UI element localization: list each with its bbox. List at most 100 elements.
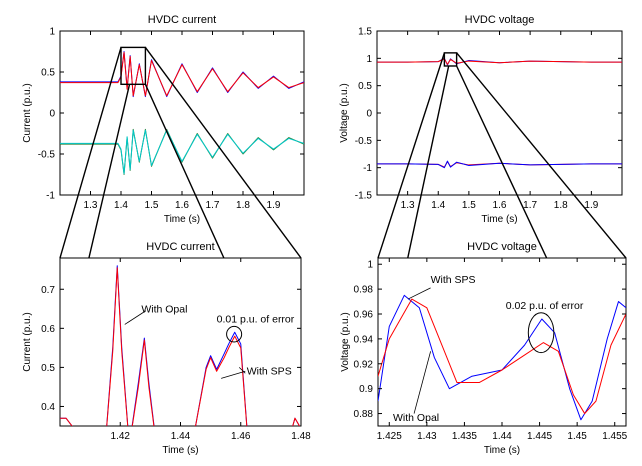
chart-hvdc-voltage-overview: 1.3 1.4 1.5 1.6 1.7 1.8 1.9 -1.5 -1 -0.5 0 0.5 1 1.5 H… [339, 14, 623, 225]
y-tick-label: 0.5 [41, 363, 55, 374]
x-axis-label: Time (s) [164, 214, 200, 225]
y-tick-label: 0.4 [41, 402, 55, 413]
plot-area [59, 257, 302, 427]
y-tick-label: -1.5 [355, 191, 373, 202]
chart-hvdc-current-zoom: 1.42 1.44 1.46 1.48 0.4 0.5 0.6 0.7 HVDC current… [22, 241, 311, 456]
zoom-connector-line [88, 84, 131, 259]
zoom-connector-line [59, 47, 122, 259]
series-line-3 [60, 129, 304, 175]
x-tick-label: 1.43 [417, 431, 437, 442]
chart-title: HVDC current [146, 241, 214, 253]
x-tick-label: 1.9 [267, 200, 281, 211]
x-tick-label: 1.6 [175, 200, 189, 211]
chart-title: HVDC current [148, 14, 216, 26]
y-tick-label: 0.96 [354, 310, 374, 321]
series-group [378, 294, 626, 421]
zoom-connector-line [407, 65, 450, 259]
y-tick-label: 0.5 [41, 68, 55, 79]
x-tick-label: 1.48 [291, 431, 311, 442]
y-axis-label: Current (p.u.) [22, 83, 33, 142]
y-tick-label: 0.98 [354, 285, 374, 296]
zoom-box [120, 46, 147, 86]
y-tick-label: 0.5 [358, 81, 372, 92]
x-tick-label: 1.3 [401, 200, 415, 211]
chart-title: HVDC voltage [465, 14, 535, 26]
zoom-connector-line [144, 84, 225, 259]
x-tick-label: 1.5 [462, 200, 476, 211]
y-tick-label: 1 [49, 27, 55, 38]
x-tick-label: 1.425 [377, 431, 402, 442]
y-tick-label: -0.5 [355, 136, 373, 147]
zoom-connector-line [377, 52, 446, 259]
series-line-3 [377, 160, 622, 169]
annotation-pointer [407, 287, 431, 300]
annotation-pointer [238, 367, 246, 374]
y-tick-label: 0 [366, 109, 372, 120]
x-axis-label: Time (s) [481, 214, 517, 225]
plot-area [59, 30, 305, 196]
y-axis-label: Voltage (p.u.) [339, 83, 350, 142]
x-tick-label: 1.445 [527, 431, 552, 442]
error-ellipse [527, 312, 555, 354]
annotation-label: 0.02 p.u. of error [506, 300, 584, 312]
x-tick-label: 1.8 [554, 200, 568, 211]
x-tick-label: 1.7 [523, 200, 537, 211]
x-tick-label: 1.6 [493, 200, 507, 211]
zoom-connector-line [455, 65, 548, 259]
series-group [60, 51, 304, 175]
x-tick-label: 1.46 [231, 431, 251, 442]
annotation-label: With Opal [141, 304, 187, 316]
y-axis-label: Voltage (p.u.) [340, 312, 351, 371]
x-tick-label: 1.45 [567, 431, 587, 442]
y-axis-label: Current (p.u.) [22, 312, 33, 371]
x-tick-label: 1.5 [145, 200, 159, 211]
x-axis-label: Time (s) [162, 445, 198, 456]
annotation-label: With SPS [431, 274, 476, 286]
y-tick-label: 0.6 [41, 324, 55, 335]
x-tick-label: 1.4 [114, 200, 128, 211]
y-tick-label: 0.88 [354, 409, 374, 420]
y-tick-label: 0 [49, 109, 55, 120]
x-axis-label: Time (s) [484, 445, 520, 456]
series-line-1 [60, 51, 304, 97]
chart-title: HVDC voltage [467, 241, 537, 253]
x-tick-label: 1.44 [492, 431, 512, 442]
zoom-connector-line [456, 52, 627, 259]
plot-area [376, 30, 623, 196]
zoom-box [443, 52, 458, 67]
x-tick-label: 1.44 [171, 431, 191, 442]
series-line-1 [378, 298, 626, 415]
chart-hvdc-voltage-zoom: 1.425 1.43 1.435 1.44 1.445 1.45 1.455 0.88 0.9 0… [340, 241, 628, 456]
x-tick-label: 1.9 [584, 200, 598, 211]
y-tick-label: 0.92 [354, 359, 374, 370]
annotation-pointer [413, 351, 431, 414]
error-ellipse [226, 325, 243, 343]
y-tick-label: -1 [46, 191, 55, 202]
x-tick-label: 1.4 [431, 200, 445, 211]
chart-hvdc-current-overview: 1.3 1.4 1.5 1.6 1.7 1.8 1.9 -1 -0.5 0 0.5 1 HVDC cur… [22, 14, 305, 225]
y-tick-label: 1 [366, 54, 372, 65]
annotation-label: With SPS [247, 365, 292, 377]
plot-area [377, 257, 627, 427]
x-tick-label: 1.8 [236, 200, 250, 211]
annotation-pointer [221, 370, 246, 379]
x-tick-label: 1.3 [84, 200, 98, 211]
y-tick-label: 0.9 [359, 384, 373, 395]
annotation-pointer [124, 310, 147, 325]
x-tick-label: 1.42 [111, 431, 131, 442]
y-tick-label: -1 [363, 163, 372, 174]
annotation-label: 0.01 p.u. of error [217, 313, 295, 325]
zoom-connector-line [144, 46, 302, 259]
zoom-connectors [59, 46, 627, 259]
y-tick-label: 0.94 [354, 334, 374, 345]
y-tick-label: 1.5 [358, 27, 372, 38]
x-tick-label: 1.435 [452, 431, 477, 442]
annotation-label: With Opal [393, 412, 439, 424]
x-tick-label: 1.7 [206, 200, 220, 211]
y-tick-label: -0.5 [38, 150, 56, 161]
x-tick-label: 1.455 [602, 431, 627, 442]
y-tick-label: 1 [367, 260, 373, 271]
series-line-0 [378, 294, 626, 421]
y-tick-label: 0.7 [41, 285, 55, 296]
